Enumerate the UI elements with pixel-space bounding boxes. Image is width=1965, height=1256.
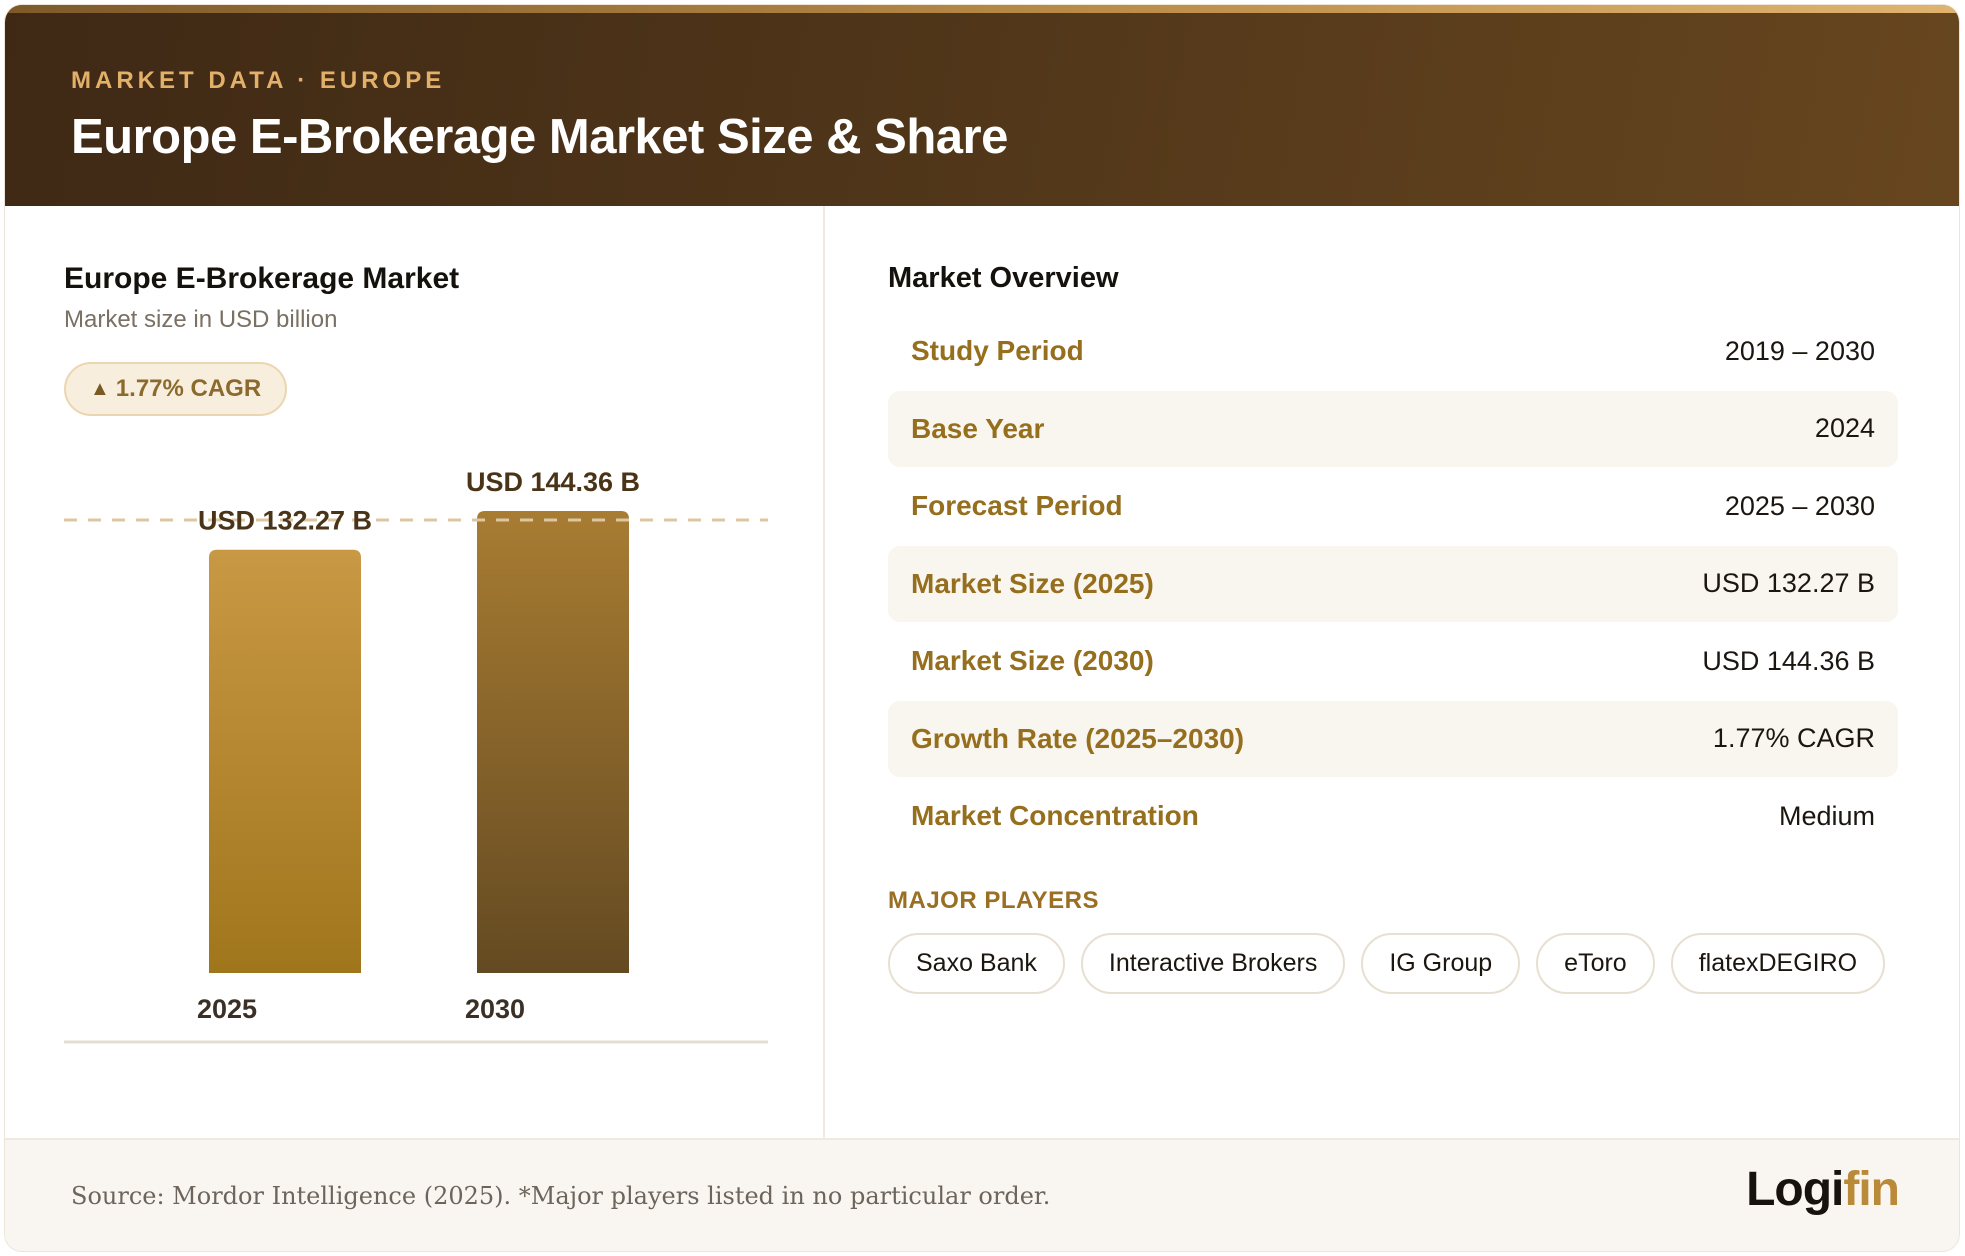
overview-row-base-year: Base Year 2024 [888,390,1898,467]
overview-row-study-period: Study Period 2019 – 2030 [888,313,1898,389]
overview-row-market-size-2030: Market Size (2030) USD 144.36 B [888,623,1898,699]
player-chip-ig-group: IG Group [1361,933,1521,994]
overview-row-value: 2024 [1814,413,1875,443]
overview-row-value: 1.77% CAGR [1712,723,1875,753]
overview-row-market-size-2025: Market Size (2025) USD 132.27 B [888,545,1898,622]
overview-panel: Market Overview Study Period 2019 – 2030… [825,206,1959,1138]
bar-2030 [477,511,629,973]
overview-row-label: Market Size (2030) [911,645,1154,676]
overview-row-label: Market Concentration [911,800,1199,831]
data-label-2030: USD 144.36 B [466,467,640,497]
overview-row-value: Medium [1778,800,1875,831]
cagr-badge-text: 1.77% CAGR [115,375,262,402]
up-triangle-icon: ▲ [90,377,110,400]
page-title: Europe E-Brokerage Market Size & Share [71,110,1008,164]
x-tick-2030: 2030 [465,994,525,1024]
overview-row-market-concentration: Market Concentration Medium [888,778,1898,854]
player-chip-etoro: eToro [1536,933,1655,994]
player-chip-flatexdegiro: flatexDEGIRO [1670,933,1886,994]
cagr-badge: ▲ 1.77% CAGR [64,362,288,416]
header-accent-line [5,5,1959,13]
overview-row-value: USD 132.27 B [1702,568,1875,598]
footer: Source: Mordor Intelligence (2025). *Maj… [5,1138,1959,1251]
market-card: MARKET DATA · EUROPE Europe E-Brokerage … [4,4,1960,1252]
overview-row-value: 2019 – 2030 [1724,335,1875,366]
bar-chart: USD 132.27 B 2025 USD 144.36 B 2030 [64,467,768,1044]
overview-row-growth-rate: Growth Rate (2025–2030) 1.77% CAGR [888,700,1898,777]
chart-title: Europe E-Brokerage Market [64,262,460,295]
bar-2025 [209,549,361,973]
chart-subtitle: Market size in USD billion [64,306,338,333]
logo-part-2: fin [1843,1163,1900,1216]
x-tick-2025: 2025 [197,994,257,1024]
players-list: Saxo Bank Interactive Brokers IG Group e… [888,933,1898,994]
overview-row-label: Growth Rate (2025–2030) [911,722,1245,754]
player-chip-interactive-brokers: Interactive Brokers [1080,933,1346,994]
header-eyebrow: MARKET DATA · EUROPE [71,67,446,94]
overview-row-label: Market Size (2025) [911,567,1154,599]
logo-part-1: Logi [1746,1163,1844,1216]
overview-row-label: Study Period [911,335,1084,366]
brand-logo: Logifin [1746,1162,1900,1217]
player-chip-saxo-bank: Saxo Bank [888,933,1065,994]
header-banner: MARKET DATA · EUROPE Europe E-Brokerage … [5,5,1959,206]
data-label-2025: USD 132.27 B [198,506,372,536]
panel-divider [823,206,825,1138]
overview-row-forecast-period: Forecast Period 2025 – 2030 [888,468,1898,544]
chart-panel: Europe E-Brokerage Market Market size in… [5,206,823,1138]
overview-row-label: Base Year [911,412,1045,444]
source-note: Source: Mordor Intelligence (2025). *Maj… [71,1182,1051,1210]
overview-row-value: 2025 – 2030 [1724,490,1875,521]
overview-table: Study Period 2019 – 2030 Base Year 2024 … [888,313,1898,856]
players-title: MAJOR PLAYERS [888,887,1099,914]
overview-row-value: USD 144.36 B [1702,645,1875,676]
overview-title: Market Overview [888,262,1119,294]
overview-row-label: Forecast Period [911,490,1123,521]
